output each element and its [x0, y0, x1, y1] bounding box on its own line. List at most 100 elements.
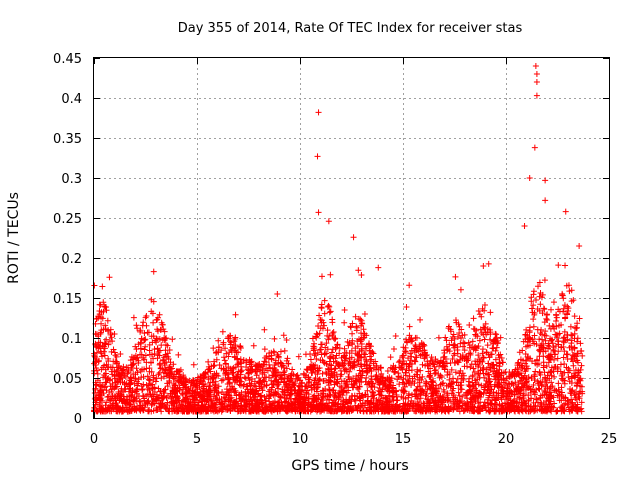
data-point — [482, 320, 489, 327]
data-point — [411, 380, 418, 387]
data-point — [277, 394, 284, 401]
data-point — [210, 345, 217, 352]
data-point — [522, 386, 529, 393]
data-point — [531, 391, 538, 398]
data-point — [490, 345, 497, 352]
data-point — [490, 389, 497, 396]
data-point — [274, 291, 281, 297]
data-point — [541, 332, 548, 339]
data-point — [216, 399, 223, 406]
data-point — [262, 402, 269, 409]
x-tick-label: 20 — [498, 432, 515, 447]
data-point — [118, 387, 125, 394]
data-point — [314, 153, 321, 160]
x-tick-label: 25 — [601, 432, 618, 447]
data-point — [536, 395, 543, 402]
data-point — [153, 391, 160, 398]
data-point — [442, 363, 449, 370]
data-point — [568, 375, 575, 382]
data-point — [458, 379, 465, 386]
data-point — [375, 264, 382, 271]
data-point — [232, 311, 239, 318]
data-point — [444, 369, 451, 376]
data-point — [103, 399, 110, 406]
data-point — [270, 400, 277, 407]
data-point — [380, 381, 387, 388]
data-point — [264, 403, 271, 410]
data-point — [542, 328, 549, 335]
data-point — [356, 395, 363, 402]
data-point — [329, 346, 336, 353]
data-point — [408, 338, 415, 345]
data-point — [511, 407, 518, 414]
data-point — [352, 345, 359, 352]
data-point — [526, 342, 533, 349]
data-point — [140, 373, 147, 380]
data-point — [417, 387, 424, 394]
data-point — [210, 393, 217, 400]
data-point — [225, 396, 232, 403]
data-point — [288, 384, 295, 391]
data-point — [537, 400, 544, 407]
data-point — [198, 378, 205, 385]
data-point — [128, 406, 135, 413]
data-point — [309, 335, 316, 342]
data-point — [358, 361, 365, 368]
data-point — [428, 390, 435, 397]
data-point — [311, 352, 318, 359]
data-point — [221, 357, 228, 364]
data-point — [555, 380, 562, 387]
data-point — [111, 349, 118, 356]
data-point — [214, 407, 221, 414]
data-point — [235, 391, 242, 398]
data-point — [366, 347, 373, 354]
data-point — [518, 362, 525, 369]
data-point — [106, 397, 113, 404]
data-point — [116, 397, 123, 404]
data-point — [440, 386, 447, 393]
data-point — [274, 408, 281, 415]
data-point — [356, 390, 363, 397]
data-point — [554, 364, 561, 371]
data-point — [135, 341, 142, 348]
data-point — [521, 372, 528, 379]
data-point — [132, 355, 139, 362]
data-point — [574, 335, 581, 342]
data-point — [392, 388, 399, 395]
data-point — [104, 375, 111, 382]
data-point — [311, 364, 318, 371]
y-tick-label: 0.4 — [61, 92, 82, 107]
data-point — [283, 408, 290, 415]
data-point — [272, 357, 279, 364]
data-point — [291, 404, 298, 411]
data-point — [523, 343, 530, 350]
data-point — [411, 345, 418, 352]
data-point — [170, 375, 177, 382]
x-axis-label: GPS time / hours — [291, 458, 408, 474]
data-point — [243, 393, 250, 400]
data-point — [108, 334, 115, 341]
data-point — [313, 330, 320, 337]
data-point — [480, 354, 487, 361]
data-point — [495, 371, 502, 378]
data-point — [356, 383, 363, 390]
data-point — [242, 402, 249, 409]
data-point — [400, 375, 407, 382]
data-point — [517, 356, 524, 363]
data-point — [571, 330, 578, 337]
data-point — [355, 267, 362, 274]
data-point — [207, 379, 214, 386]
data-point — [542, 383, 549, 390]
data-point — [121, 407, 128, 414]
data-point — [290, 405, 297, 412]
data-point — [459, 402, 466, 409]
data-point — [328, 402, 335, 409]
data-point — [159, 356, 166, 363]
data-point — [328, 362, 335, 369]
data-point — [353, 323, 360, 330]
data-point — [157, 405, 164, 412]
data-point — [522, 400, 529, 407]
data-point — [148, 401, 155, 408]
data-point — [564, 332, 571, 339]
data-point — [347, 324, 354, 331]
